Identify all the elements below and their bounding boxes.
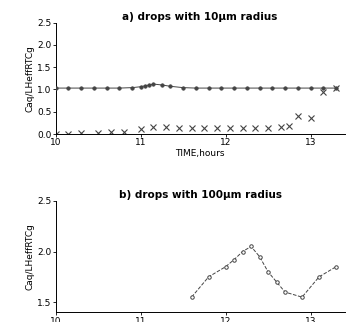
Y-axis label: Caq/LHeffRTCg: Caq/LHeffRTCg (25, 45, 34, 112)
Y-axis label: Caq/LHeffRTCg: Caq/LHeffRTCg (25, 223, 34, 290)
Title: b) drops with 100μm radius: b) drops with 100μm radius (119, 190, 282, 200)
X-axis label: TIME,hours: TIME,hours (175, 148, 225, 157)
Title: a) drops with 10μm radius: a) drops with 10μm radius (122, 12, 278, 22)
